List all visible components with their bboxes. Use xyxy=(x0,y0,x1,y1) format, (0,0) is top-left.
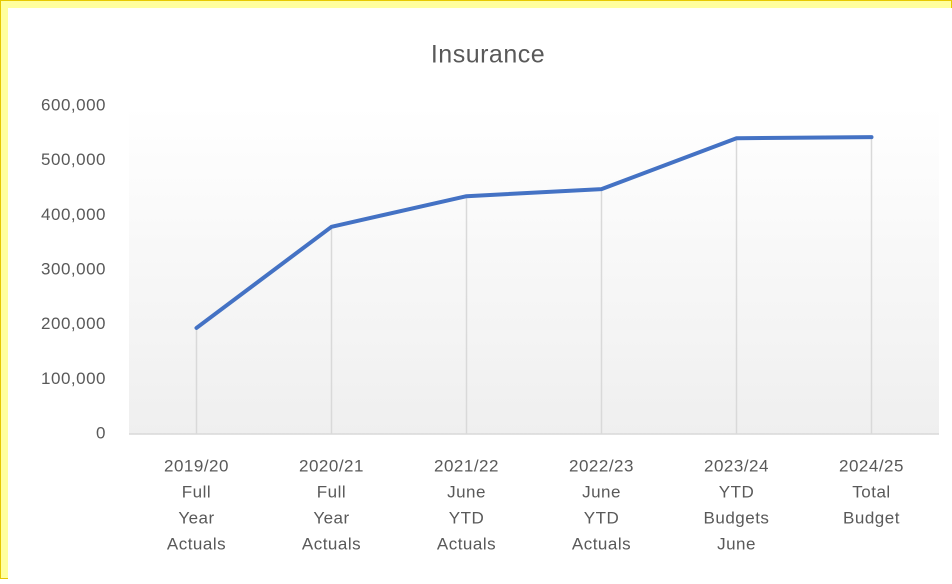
x-tick-label: 2019/20 xyxy=(164,456,229,475)
x-tick-label: Budgets xyxy=(704,508,770,527)
x-tick-label: 2021/22 xyxy=(434,456,499,475)
x-tick-label: YTD xyxy=(449,508,485,527)
y-tick-label: 0 xyxy=(96,423,106,442)
y-tick-label: 500,000 xyxy=(41,150,106,169)
y-tick-label: 300,000 xyxy=(41,259,106,278)
x-tick-label: June xyxy=(447,482,486,501)
x-tick-label: 2023/24 xyxy=(704,456,769,475)
data-line xyxy=(194,135,874,330)
x-tick-label: YTD xyxy=(584,508,620,527)
x-tick-label: June xyxy=(717,534,756,553)
x-tick-label: Actuals xyxy=(437,534,496,553)
x-tick-label: 2024/25 xyxy=(839,456,904,475)
chart-title: Insurance xyxy=(431,41,545,69)
x-tick-label: Year xyxy=(313,508,349,527)
x-tick-label: 2020/21 xyxy=(299,456,364,475)
x-tick-label: Actuals xyxy=(167,534,226,553)
x-tick-label: June xyxy=(582,482,621,501)
y-tick-label: 100,000 xyxy=(41,369,106,388)
x-tick-label: Year xyxy=(178,508,214,527)
x-tick-label: Actuals xyxy=(572,534,631,553)
x-tick-label: YTD xyxy=(719,482,755,501)
x-tick-label: 2022/23 xyxy=(569,456,634,475)
y-tick-label: 600,000 xyxy=(41,95,106,114)
x-tick-label: Actuals xyxy=(302,534,361,553)
x-tick-label: Total xyxy=(852,482,890,501)
y-tick-label: 200,000 xyxy=(41,314,106,333)
y-tick-label: 400,000 xyxy=(41,205,106,224)
x-tick-label: Full xyxy=(182,482,211,501)
x-tick-label: Budget xyxy=(843,508,900,527)
x-tick-label: Full xyxy=(317,482,346,501)
plot-area xyxy=(129,106,939,434)
